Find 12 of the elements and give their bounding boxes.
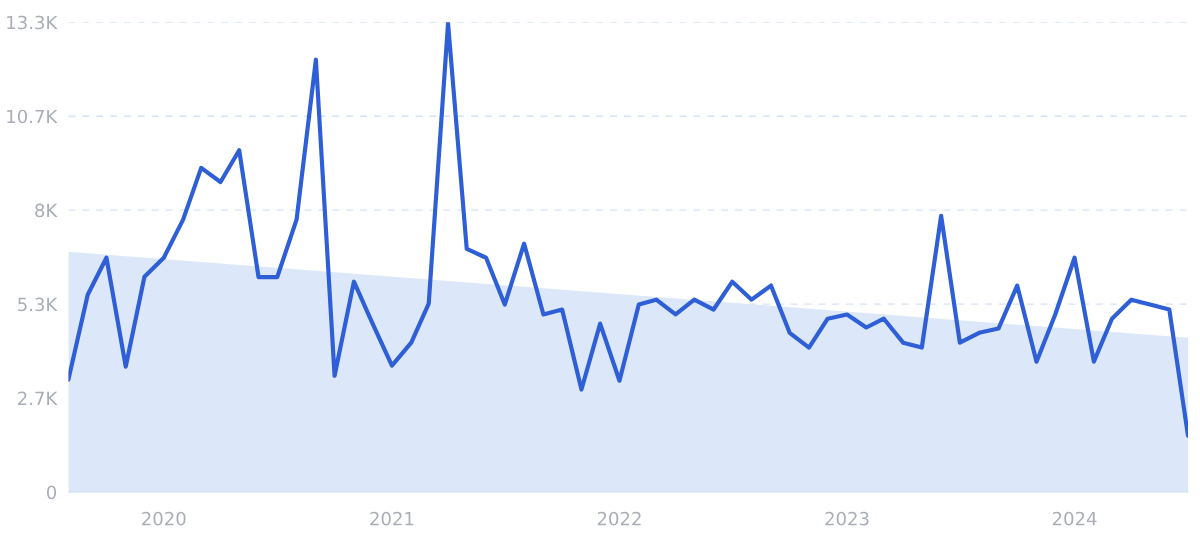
y-tick-label: 13.3K (7, 15, 58, 30)
x-tick-label: 2020 (142, 511, 186, 526)
y-tick-label: 2.7K (18, 391, 58, 405)
x-tick-label: 2023 (825, 511, 869, 526)
x-tick-label: 2022 (597, 511, 641, 526)
y-tick-label: 10.7K (7, 109, 58, 124)
x-tick-label: 2024 (1052, 511, 1097, 526)
x-tick-label: 2021 (370, 511, 414, 526)
y-tick-label: 0 (46, 485, 57, 500)
line-series (68, 22, 1188, 438)
y-tick-label: 5.3K (18, 297, 58, 312)
y-tick-label: 8K (35, 203, 58, 218)
